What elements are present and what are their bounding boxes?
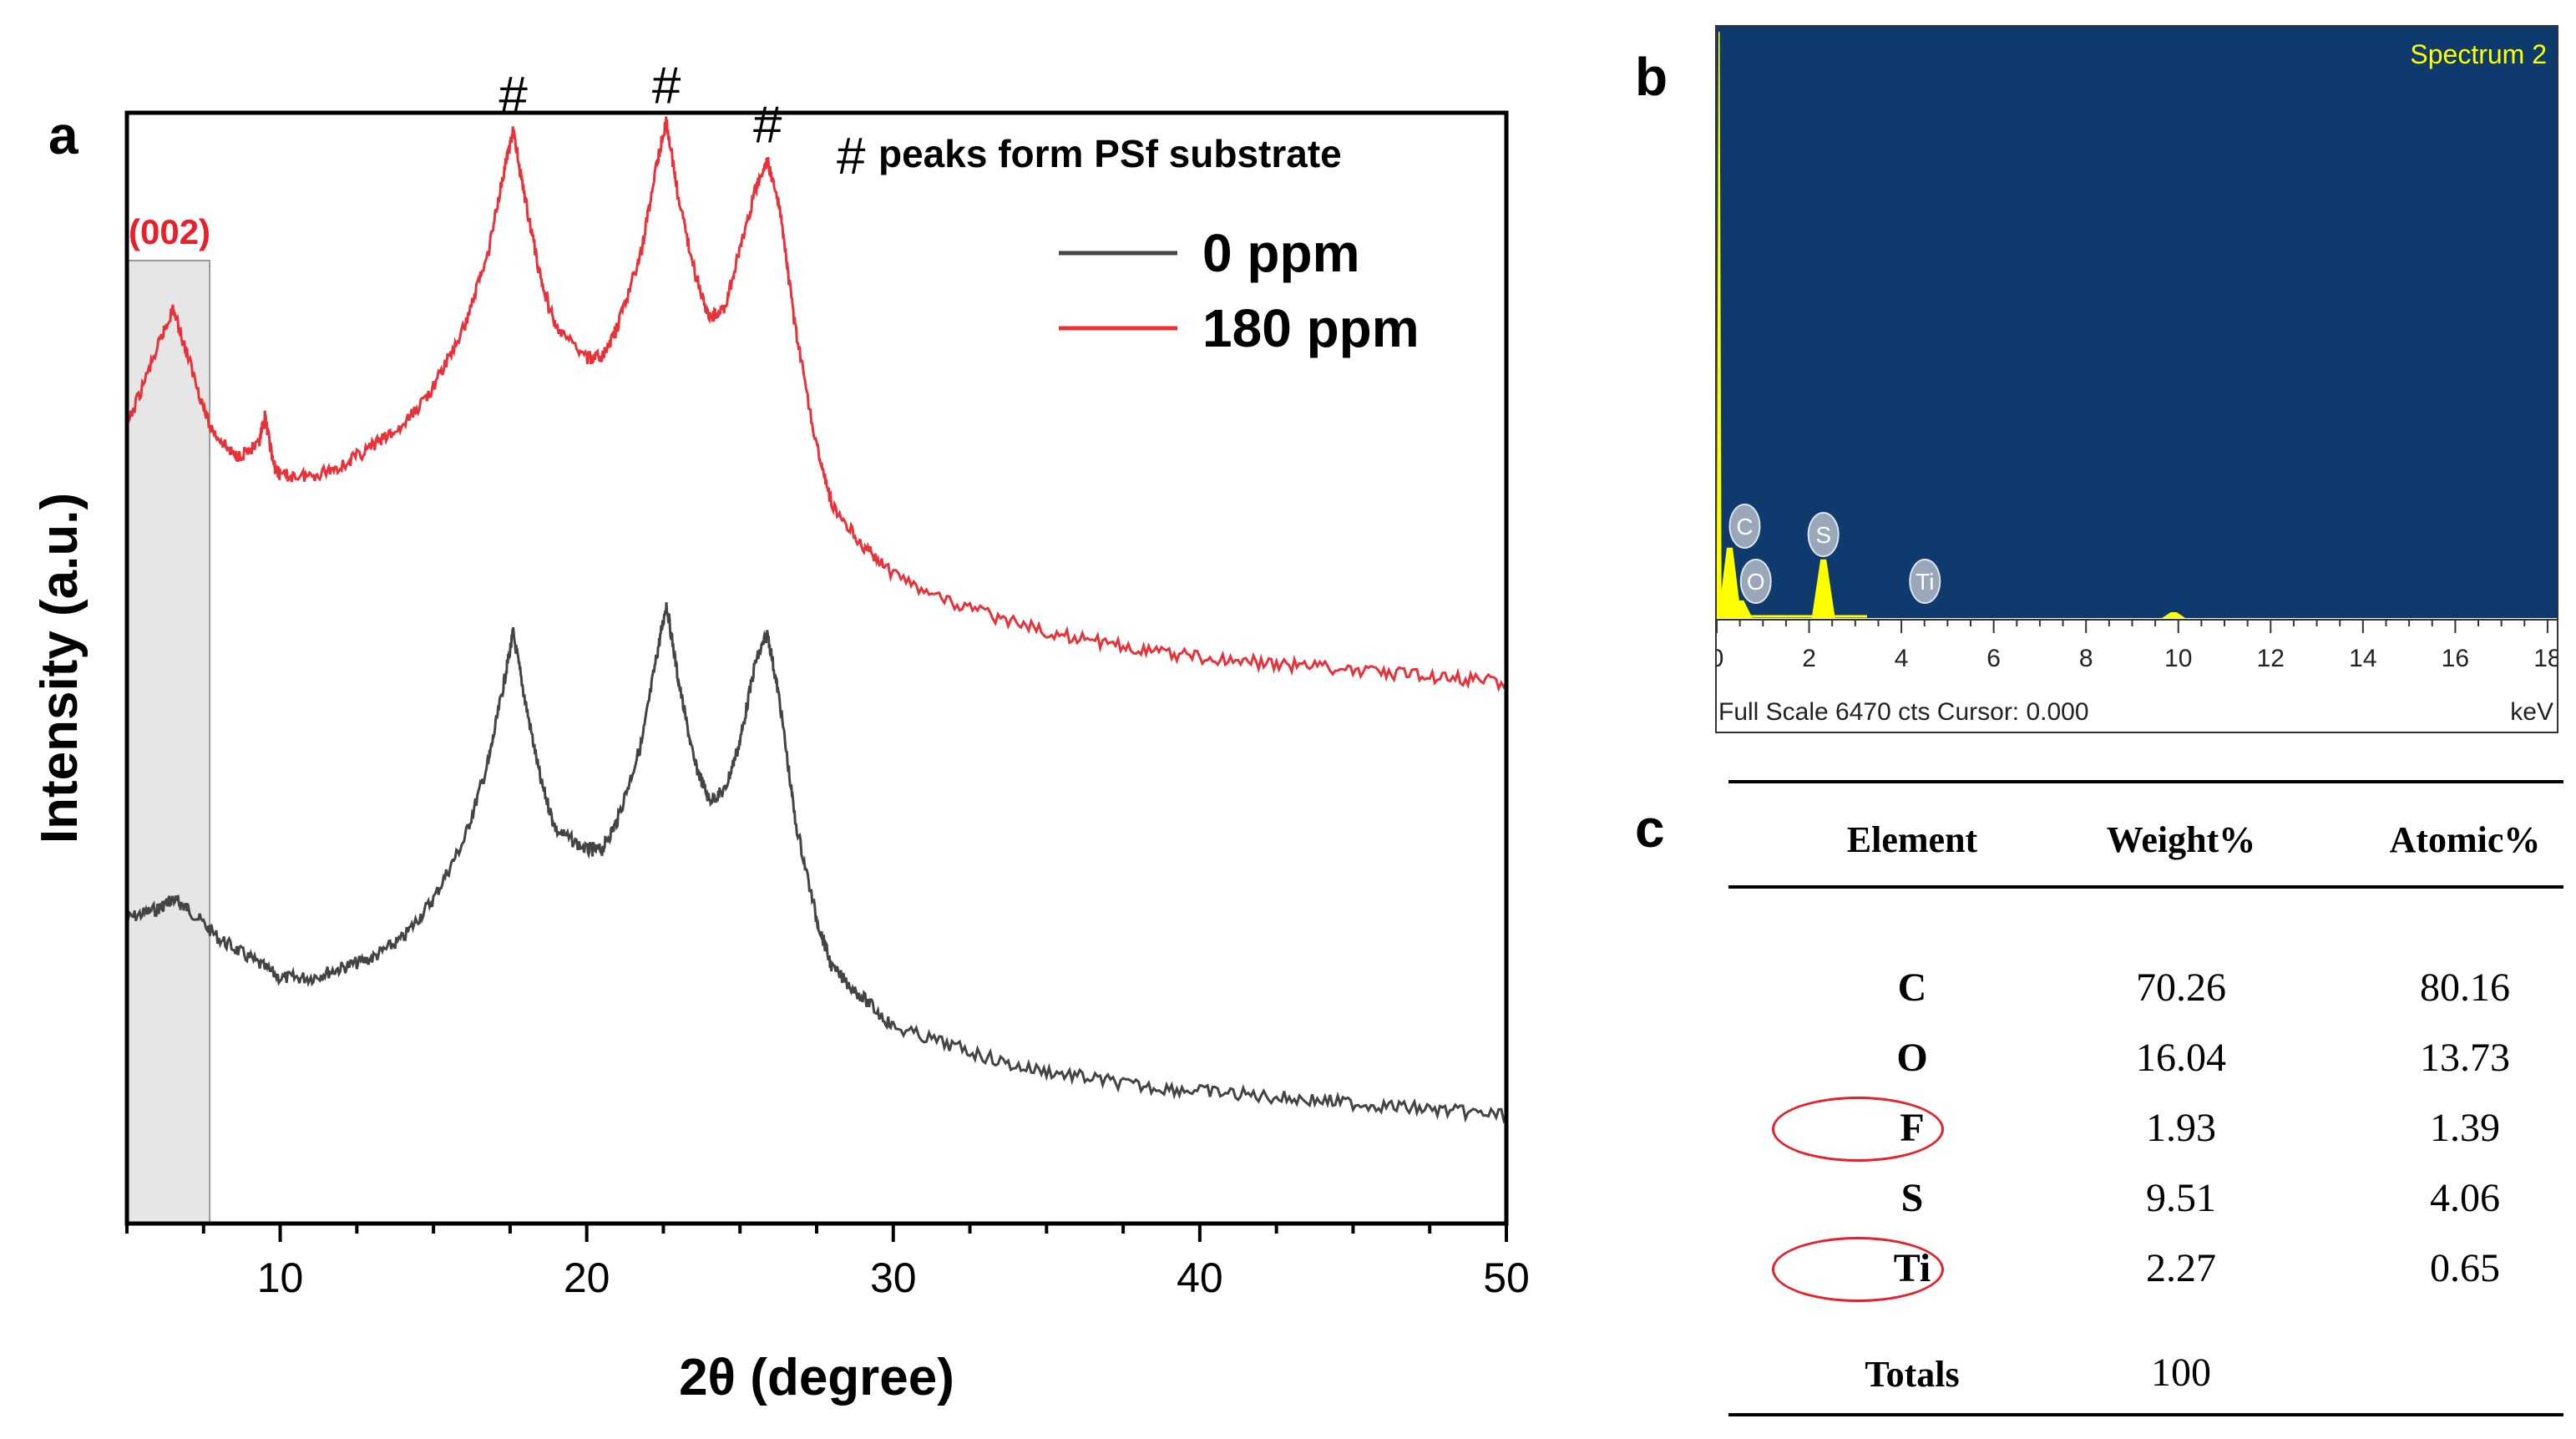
- xrd-chart: 10 20 30 40 50 (002) # # # # peaks form PSf su…: [31, 57, 1530, 1406]
- x-ticks: 10 20 30 40 50: [125, 1224, 1530, 1301]
- eds-tick-label: 0: [1717, 645, 1723, 672]
- cell-weight: 9.51: [2146, 1176, 2216, 1220]
- spectrum-peak: [2162, 612, 2186, 618]
- eds-tick-label: 10: [2164, 645, 2192, 672]
- highlight-ring-F: [1772, 1097, 1944, 1162]
- series-line-0-ppm: [126, 602, 1508, 1124]
- cell-atomic: 0.65: [2430, 1246, 2500, 1290]
- x-tick-label: 20: [564, 1254, 610, 1301]
- cell-element: C: [1897, 965, 1927, 1010]
- eds-tick-label: 14: [2349, 645, 2376, 672]
- eds-spectrum-panel: Spectrum 2 C O S Ti 0 2 4 6 8 10 12 14 16 18 Full Sc…: [1715, 25, 2558, 733]
- x-tick-label: 30: [870, 1254, 917, 1301]
- spectrum-background: [1717, 27, 2557, 618]
- cell-weight: 2.27: [2146, 1246, 2216, 1290]
- eds-tick-label: 6: [1986, 645, 2001, 672]
- peak-marker-2: #: [652, 57, 681, 114]
- header-atomic: Atomic%: [2389, 819, 2541, 860]
- spectrum-title: Spectrum 2: [2410, 39, 2547, 69]
- spectrum-peak: [1718, 547, 1742, 618]
- x-tick-label: 40: [1177, 1254, 1223, 1301]
- spectrum-unit: keV: [2510, 698, 2553, 726]
- element-marker-label: O: [1747, 569, 1765, 595]
- element-markers: C O S Ti: [1728, 504, 1941, 604]
- spectrum-peak: [1811, 559, 1835, 618]
- label-002: (002): [129, 212, 210, 251]
- element-marker-Ti: [1909, 559, 1941, 604]
- element-marker-label: S: [1815, 522, 1831, 548]
- eds-tick-label: 4: [1895, 645, 1909, 672]
- cell-atomic: 80.16: [2420, 965, 2510, 1010]
- cell-element: S: [1900, 1176, 1924, 1220]
- spectrum-footer: Full Scale 6470 cts Cursor: 0.000: [1718, 698, 2089, 726]
- x-axis-label: 2θ (degree): [679, 1349, 954, 1406]
- cell-atomic: 13.73: [2420, 1036, 2510, 1080]
- series-line-180-ppm: [125, 116, 1508, 692]
- header-element: Element: [1846, 819, 1978, 860]
- eds-x-ticks: 0 2 4 6 8 10 12 14 16 18: [1717, 620, 2557, 672]
- peak-marker-3: #: [753, 97, 782, 155]
- eds-tick-label: 2: [1802, 645, 1816, 672]
- cell-atomic: 4.06: [2430, 1176, 2500, 1220]
- cell-weight: 70.26: [2136, 965, 2226, 1010]
- x-tick-label: 10: [257, 1254, 304, 1301]
- peak-marker-1: #: [498, 67, 528, 124]
- panel-c-label: c: [1635, 798, 1665, 859]
- totals-label: Totals: [1865, 1354, 1960, 1395]
- eds-spectrum-chart: Spectrum 2 C O S Ti 0 2 4 6 8 10 12 14 16 18 Full Sc…: [1717, 27, 2557, 726]
- xrd-series-lines: [125, 116, 1508, 1124]
- table-rule-bottom: [1728, 1413, 2563, 1416]
- table-rule-header: [1728, 885, 2563, 889]
- x-tick-label: 50: [1483, 1254, 1530, 1301]
- table-rule-top: [1728, 780, 2563, 783]
- highlight-ring-Ti: [1772, 1237, 1944, 1302]
- legend-label-0ppm: 0 ppm: [1202, 223, 1359, 283]
- eds-tick-label: 18: [2533, 645, 2557, 672]
- element-marker-label: Ti: [1916, 569, 1934, 595]
- panel-a-label: a: [48, 105, 78, 165]
- legend-label-180ppm: 180 ppm: [1202, 298, 1420, 358]
- cell-weight: 16.04: [2136, 1036, 2226, 1080]
- annotation-text: peaks form PSf substrate: [878, 132, 1342, 175]
- spectrum-peaks: [1717, 32, 2186, 618]
- element-marker-label: C: [1736, 514, 1753, 540]
- panel-b-label: b: [1635, 47, 1668, 107]
- header-weight: Weight%: [2106, 819, 2256, 860]
- cell-atomic: 1.39: [2430, 1106, 2500, 1150]
- y-axis-label: Intensity (a.u.): [31, 493, 89, 844]
- peak-markers: # # #: [498, 57, 782, 154]
- eds-tick-label: 16: [2442, 645, 2469, 672]
- cell-element: O: [1896, 1036, 1928, 1080]
- totals-weight: 100: [2151, 1350, 2211, 1395]
- spectrum-peak: [1728, 600, 1753, 618]
- element-marker-S: [1807, 512, 1840, 557]
- element-marker-O: [1739, 559, 1772, 604]
- shaded-region-002: [126, 260, 211, 1224]
- cell-weight: 1.93: [2146, 1106, 2216, 1150]
- eds-tick-label: 12: [2257, 645, 2285, 672]
- eds-tick-label: 8: [2079, 645, 2093, 672]
- composition-table: Element Weight% Atomic% C 70.26 80.16 O 16.0…: [1728, 777, 2563, 1428]
- shade-002: [126, 260, 211, 1224]
- annotation-hash-symbol: #: [837, 128, 866, 185]
- element-marker-C: [1728, 504, 1761, 549]
